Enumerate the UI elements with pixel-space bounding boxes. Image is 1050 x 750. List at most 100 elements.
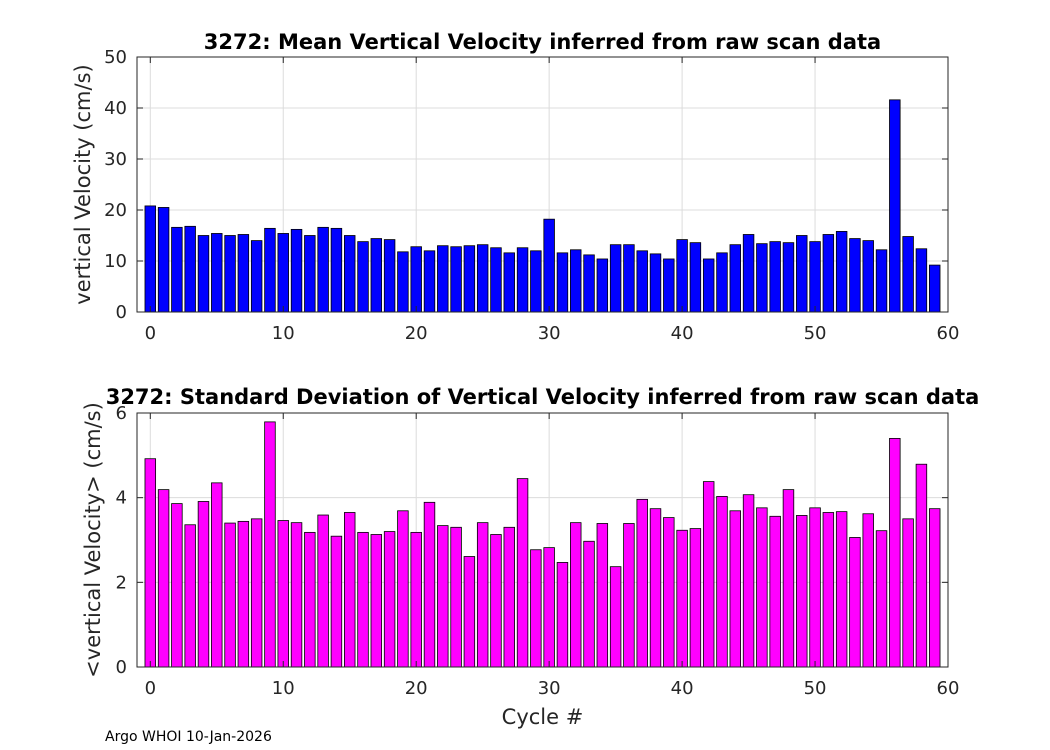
std-velocity-y-tick-label: 6 xyxy=(116,403,127,424)
std-velocity-bar xyxy=(889,437,901,668)
mean-velocity-y-axis-label: vertical Velocity (cm/s) xyxy=(71,64,95,304)
mean-velocity-bar xyxy=(370,238,383,313)
std-velocity-bar xyxy=(742,494,755,668)
mean-velocity-bar xyxy=(835,231,848,313)
std-velocity-bar xyxy=(490,534,502,668)
mean-velocity-bar xyxy=(809,241,821,313)
std-velocity-x-tick-label: 10 xyxy=(272,678,295,699)
mean-velocity-bar xyxy=(184,225,196,313)
std-velocity-bar xyxy=(250,518,263,668)
mean-velocity-axes-frame xyxy=(136,56,949,313)
std-velocity-bar xyxy=(902,518,914,668)
std-velocity-bar xyxy=(330,535,343,668)
std-velocity-bar xyxy=(370,534,383,668)
mean-velocity-title: 3272: Mean Vertical Velocity inferred fr… xyxy=(204,30,881,54)
mean-velocity-bar xyxy=(304,235,316,313)
mean-velocity-bar xyxy=(702,258,715,313)
mean-velocity-bar xyxy=(344,235,356,313)
std-velocity-bar xyxy=(277,520,289,668)
mean-velocity-bar xyxy=(636,250,648,313)
std-velocity-bar xyxy=(636,498,648,668)
mean-velocity-y-tick-label: 50 xyxy=(104,47,127,68)
std-velocity-bar xyxy=(809,507,821,668)
mean-velocity-bar xyxy=(250,240,263,313)
mean-velocity-bar xyxy=(197,235,210,313)
mean-velocity-y-tick-label: 0 xyxy=(116,302,127,323)
mean-velocity-x-tick-label: 20 xyxy=(405,323,428,344)
mean-velocity-bar xyxy=(676,239,688,313)
mean-velocity-bar xyxy=(437,245,449,313)
std-velocity-bar xyxy=(543,547,555,668)
std-velocity-bar xyxy=(875,530,888,668)
mean-velocity-bar xyxy=(516,247,529,313)
mean-velocity-bar xyxy=(782,242,795,313)
std-velocity-bar xyxy=(822,512,835,668)
std-velocity-bar xyxy=(716,495,728,668)
mean-velocity-bar xyxy=(915,248,928,313)
std-velocity-bar xyxy=(463,556,476,668)
mean-velocity-bar xyxy=(171,226,183,313)
mean-velocity-bar xyxy=(237,234,250,313)
std-velocity-x-tick-label: 20 xyxy=(405,678,428,699)
std-velocity-bar xyxy=(264,421,276,668)
mean-velocity-x-tick-label: 30 xyxy=(538,323,561,344)
mean-velocity-bar xyxy=(902,236,914,313)
std-velocity-bar xyxy=(756,507,768,668)
mean-velocity-bar xyxy=(277,233,289,313)
std-velocity-axes-frame xyxy=(136,412,949,668)
mean-velocity-bar xyxy=(663,258,675,313)
std-velocity-bar xyxy=(928,508,941,668)
std-velocity-bar xyxy=(476,522,489,668)
std-velocity-bar xyxy=(835,511,848,668)
mean-velocity-bar xyxy=(423,250,436,313)
std-velocity-bar xyxy=(702,481,715,668)
mean-velocity-bar xyxy=(742,234,755,313)
std-velocity-bar xyxy=(796,515,808,668)
std-velocity-bar xyxy=(663,517,675,668)
std-velocity-bar xyxy=(450,526,462,668)
std-velocity-bar xyxy=(676,529,688,668)
std-velocity-bar xyxy=(357,531,369,668)
std-velocity-bar xyxy=(623,523,635,668)
mean-velocity-bar xyxy=(649,253,662,313)
std-velocity-y-axis-label: <vertical Velocity> (cm/s) xyxy=(81,402,105,678)
mean-velocity-bar xyxy=(290,228,303,313)
std-velocity-bar xyxy=(157,489,170,668)
std-velocity-bar xyxy=(423,501,436,668)
std-velocity-y-tick-label: 2 xyxy=(116,572,127,593)
mean-velocity-bar xyxy=(849,238,861,313)
std-velocity-x-tick-label: 60 xyxy=(937,678,960,699)
mean-velocity-bar xyxy=(796,235,808,313)
std-velocity-bar xyxy=(197,501,210,668)
mean-velocity-bar xyxy=(383,239,396,313)
mean-velocity-y-tick-label: 40 xyxy=(104,98,127,119)
mean-velocity-bar xyxy=(716,252,728,313)
mean-velocity-x-tick-label: 10 xyxy=(272,323,295,344)
mean-velocity-bar xyxy=(623,244,635,313)
std-velocity-bar xyxy=(782,489,795,668)
std-velocity-chart: 0 10 20 30 40 50 60 0 2 4 6 3272: Standard Deviati… xyxy=(81,385,979,729)
std-velocity-bar xyxy=(437,525,449,668)
std-velocity-bar xyxy=(503,526,515,668)
mean-velocity-bar xyxy=(756,243,768,313)
mean-velocity-y-tick-label: 10 xyxy=(104,251,127,272)
mean-velocity-bar xyxy=(317,226,329,313)
mean-velocity-bar xyxy=(928,264,941,313)
mean-velocity-bar xyxy=(476,244,489,313)
std-velocity-bar xyxy=(171,503,183,668)
mean-velocity-bar xyxy=(224,235,236,313)
std-velocity-y-tick-label: 0 xyxy=(116,657,127,678)
mean-velocity-bar xyxy=(463,245,476,313)
std-velocity-bar xyxy=(237,520,250,668)
std-velocity-x-tick-label: 30 xyxy=(538,678,561,699)
mean-velocity-bar xyxy=(211,233,223,313)
std-velocity-bar xyxy=(596,523,609,668)
std-velocity-x-axis-label: Cycle # xyxy=(502,705,584,729)
std-velocity-bar xyxy=(184,524,196,668)
std-velocity-bar xyxy=(224,522,236,668)
std-velocity-bar xyxy=(290,522,303,668)
mean-velocity-bar xyxy=(543,218,555,313)
mean-velocity-bar xyxy=(530,250,542,313)
mean-velocity-x-tick-label: 60 xyxy=(937,323,960,344)
